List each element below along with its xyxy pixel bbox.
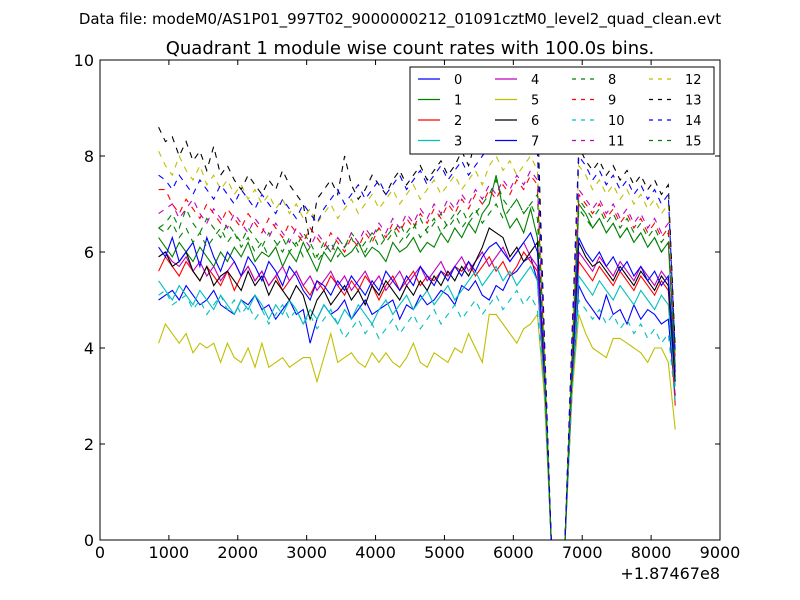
y-tick-label: 2 xyxy=(84,435,94,454)
x-tick-label: 1000 xyxy=(149,543,190,562)
y-tick-label: 8 xyxy=(84,147,94,166)
legend-label-9: 9 xyxy=(608,94,616,109)
series-line-14 xyxy=(158,135,676,541)
legend-label-10: 10 xyxy=(608,114,625,129)
series-line-9 xyxy=(158,174,676,541)
legend-label-11: 11 xyxy=(608,135,625,150)
legend-label-5: 5 xyxy=(531,94,539,109)
x-tick-label: 6000 xyxy=(493,543,534,562)
axes: 0 1000 2000 3000 4000 5000 6000 7000 8000 9000 0 2 4… xyxy=(74,51,741,562)
legend-label-8: 8 xyxy=(608,73,616,88)
x-axis-offset-label: +1.87467e8 xyxy=(620,564,720,583)
y-tick-label: 10 xyxy=(74,51,94,70)
plot-area xyxy=(158,106,676,541)
x-tick-label: 0 xyxy=(95,543,105,562)
legend-label-12: 12 xyxy=(685,73,702,88)
series-line-7 xyxy=(158,231,676,541)
legend-label-1: 1 xyxy=(454,94,462,109)
data-file-header: Data file: modeM0/AS1P01_997T02_90000002… xyxy=(79,10,721,29)
x-tick-label: 8000 xyxy=(631,543,672,562)
legend-box xyxy=(409,66,715,155)
series-line-10 xyxy=(158,289,676,541)
series-line-1 xyxy=(158,175,676,541)
x-tick-label: 3000 xyxy=(286,543,327,562)
x-tick-label: 5000 xyxy=(424,543,465,562)
legend-label-4: 4 xyxy=(531,73,539,88)
legend-label-6: 6 xyxy=(531,114,539,129)
legend-label-3: 3 xyxy=(454,135,462,150)
x-tick-label: 9000 xyxy=(700,543,741,562)
x-tick-label: 4000 xyxy=(355,543,396,562)
series-line-5 xyxy=(158,312,676,541)
series-line-13 xyxy=(158,106,676,541)
series-line-15 xyxy=(158,198,676,541)
series-line-3 xyxy=(158,265,676,541)
series-line-12 xyxy=(158,150,676,541)
y-tick-label: 6 xyxy=(84,243,94,262)
series-line-11 xyxy=(158,169,676,541)
y-tick-label: 4 xyxy=(84,339,94,358)
legend-label-2: 2 xyxy=(454,114,462,129)
series-line-0 xyxy=(158,255,676,541)
plot-frame xyxy=(99,59,721,541)
legend-label-0: 0 xyxy=(454,73,462,88)
legend-label-13: 13 xyxy=(685,94,702,109)
legend-label-7: 7 xyxy=(531,135,539,150)
x-tick-label: 7000 xyxy=(562,543,603,562)
legend-label-14: 14 xyxy=(685,114,702,129)
series-line-6 xyxy=(158,227,676,541)
series-line-2 xyxy=(158,250,676,541)
series-line-4 xyxy=(158,241,676,541)
x-tick-label: 2000 xyxy=(217,543,258,562)
series-line-8 xyxy=(158,178,676,541)
y-tick-label: 0 xyxy=(84,531,94,550)
legend-label-15: 15 xyxy=(685,135,702,150)
chart-title: Quadrant 1 module wise count rates with … xyxy=(166,38,655,59)
